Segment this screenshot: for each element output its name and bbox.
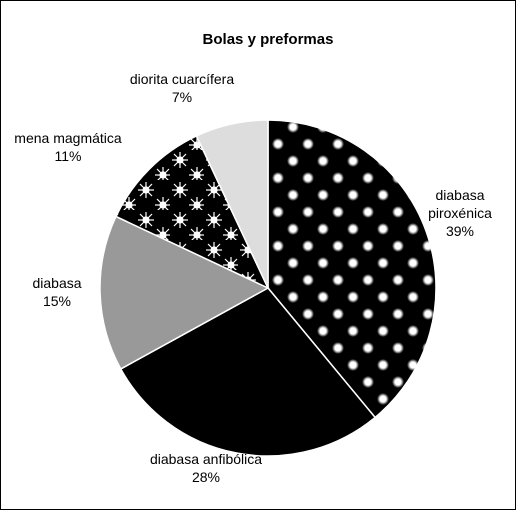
value-label: 39%	[445, 223, 475, 239]
slice-pattern	[115, 135, 269, 288]
slice-label: diabasa piroxénica 39%	[415, 186, 505, 240]
value-label: 11%	[54, 148, 82, 164]
slice-label: diabasa 15%	[32, 274, 81, 310]
value-label: 28%	[191, 469, 221, 485]
pie-slice	[119, 287, 377, 457]
slice-pattern	[268, 120, 436, 418]
category-label: diabasa anfibólica	[149, 451, 263, 467]
category-label: diabasa piroxénica	[428, 187, 492, 221]
slice-label: mena magmática 11%	[14, 129, 121, 165]
pie-slice	[195, 119, 269, 289]
pie-slice	[99, 215, 270, 370]
value-label: 15%	[42, 293, 72, 309]
category-label: mena magmática	[14, 130, 122, 146]
slice-label: diorita cuarcífera 7%	[130, 70, 234, 106]
category-label: diabasa	[32, 275, 82, 291]
chart-title: Bolas y preformas	[202, 31, 334, 48]
value-label: 7%	[171, 89, 193, 105]
slice-label: diabasa anfibólica 28%	[150, 450, 262, 486]
category-label: diorita cuarcífera	[129, 71, 235, 87]
